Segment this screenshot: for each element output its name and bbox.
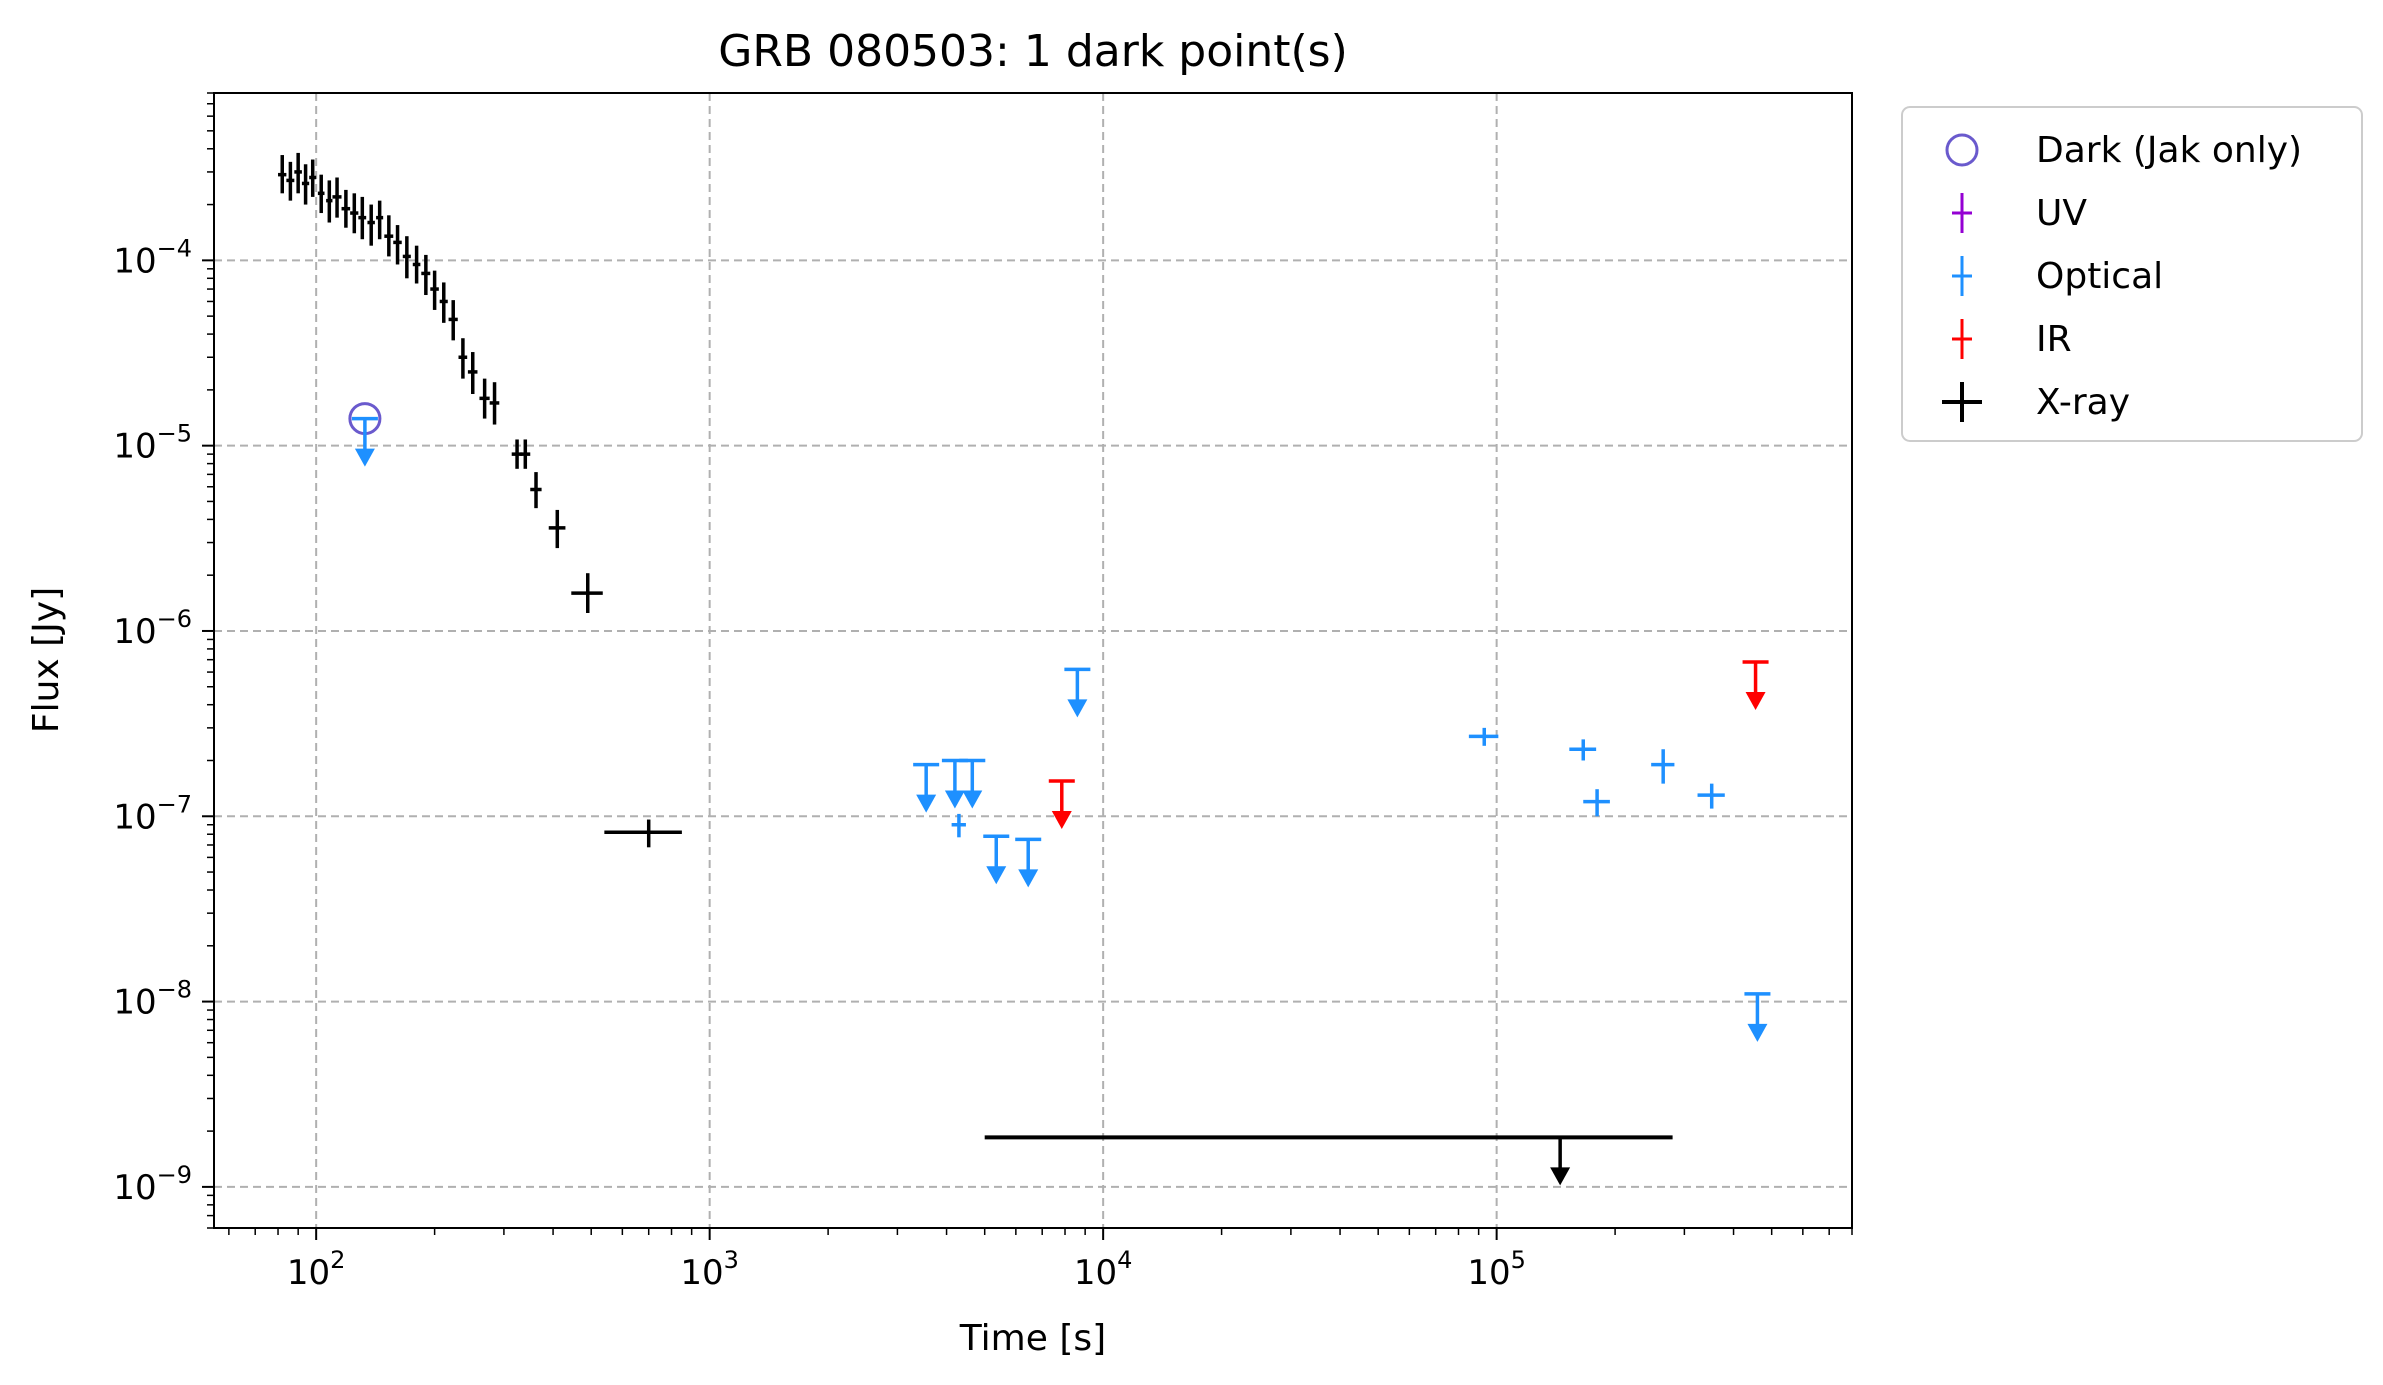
- upper-limit-arrow: [944, 790, 965, 809]
- upper-limit-arrow: [1051, 811, 1072, 830]
- y-tick-label: 10−8: [113, 976, 192, 1023]
- upper-limit-arrow: [1550, 1167, 1571, 1186]
- upper-limit-arrow: [1745, 692, 1766, 711]
- x-tick-label: 103: [680, 1246, 739, 1293]
- legend-label: UV: [2036, 193, 2087, 234]
- upper-limit-arrow: [916, 794, 937, 813]
- plot-frame: [213, 92, 1853, 1229]
- x-tick-label: 102: [287, 1246, 346, 1293]
- y-tick-label: 10−6: [113, 605, 192, 652]
- plot-area: [278, 152, 1771, 1186]
- x-axis-label: Time [s]: [959, 1318, 1106, 1359]
- upper-limit-arrow: [1018, 869, 1039, 888]
- chart-title: GRB 080503: 1 dark point(s): [718, 26, 1348, 77]
- y-tick-label: 10−9: [113, 1161, 192, 1208]
- x-tick-label: 104: [1074, 1246, 1133, 1293]
- y-tick-label: 10−5: [113, 420, 192, 467]
- legend-label: Optical: [2036, 256, 2163, 297]
- legend-marker: [1945, 133, 1979, 167]
- grid: [214, 93, 1852, 1228]
- upper-limit-arrow: [1067, 699, 1088, 718]
- legend-frame: [1901, 106, 2363, 442]
- x-tick-label: 105: [1467, 1246, 1526, 1293]
- upper-limit-arrow: [962, 790, 983, 809]
- upper-limit-arrow: [354, 448, 375, 467]
- y-tick-label: 10−7: [113, 790, 192, 837]
- upper-limit-arrow: [1747, 1023, 1768, 1042]
- y-tick-label: 10−4: [113, 234, 192, 281]
- legend-label: Dark (Jak only): [2036, 130, 2302, 171]
- legend-label: X-ray: [2036, 382, 2130, 423]
- axis-ticks: 102 103 104 105 10−4 10−5 10−6 10−7 10−8 10−9: [113, 92, 1853, 1293]
- y-axis-label: Flux [Jy]: [26, 587, 67, 733]
- legend: Dark (Jak only) UV Optical IR X-ray: [1901, 106, 2363, 442]
- legend-label: IR: [2036, 319, 2072, 360]
- upper-limit-arrow: [986, 866, 1007, 885]
